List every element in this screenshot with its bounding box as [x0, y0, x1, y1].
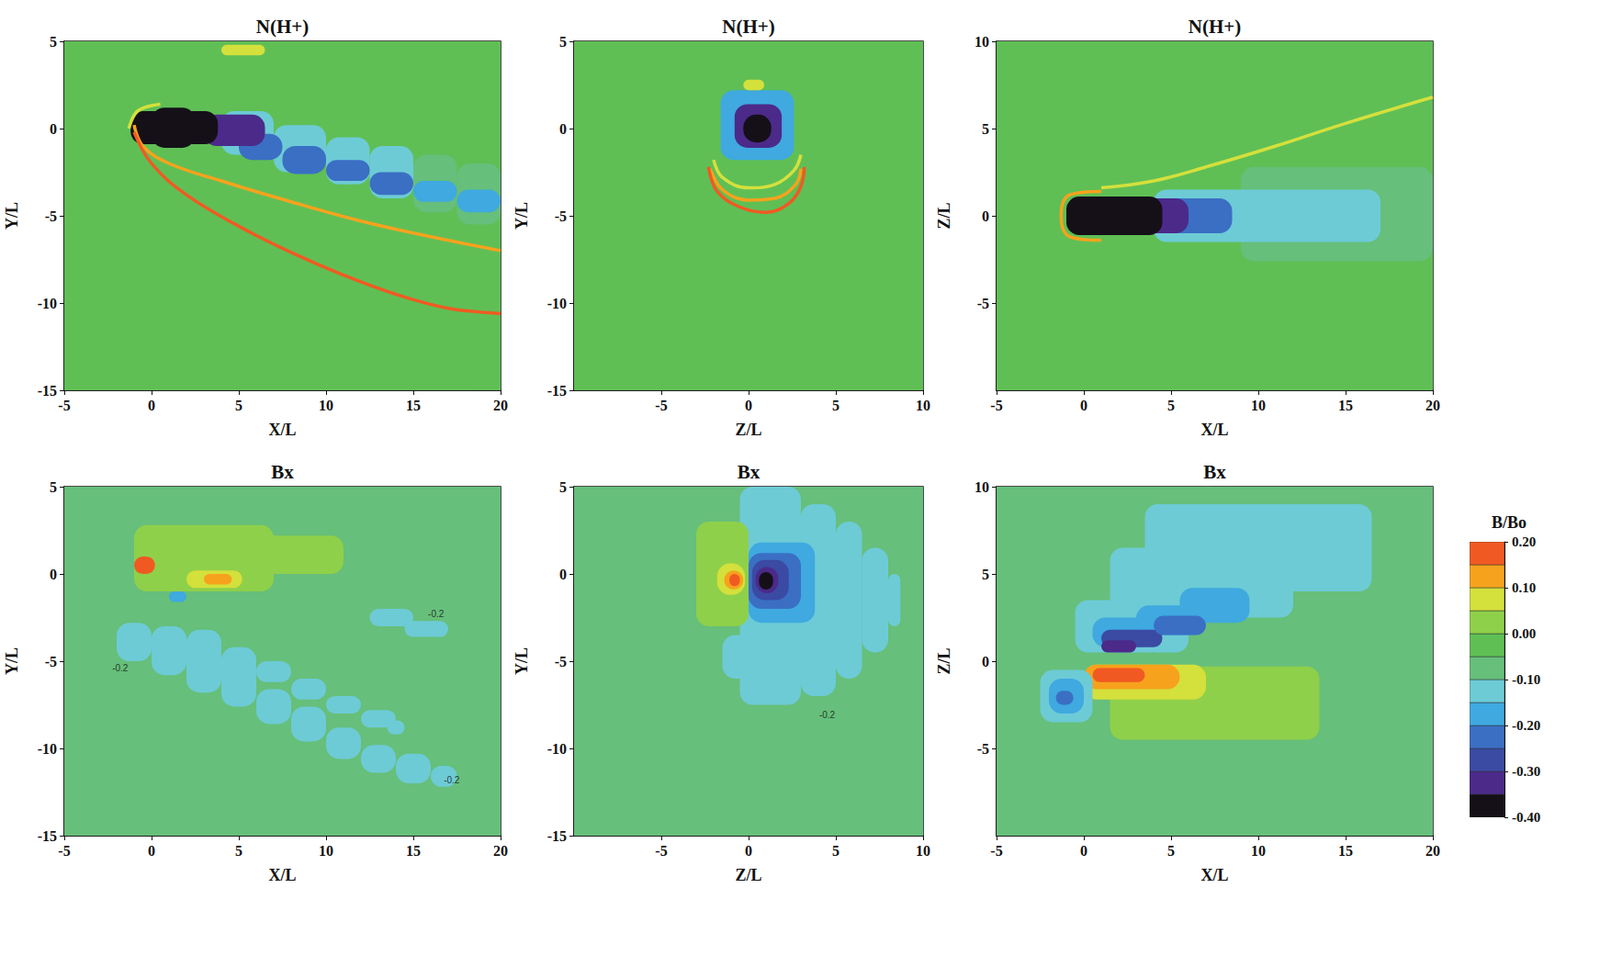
- svg-text:-10: -10: [37, 741, 57, 757]
- svg-text:-0.10: -0.10: [1511, 672, 1541, 688]
- svg-text:0: 0: [49, 121, 57, 137]
- svg-text:-15: -15: [547, 828, 567, 845]
- svg-text:-0.20: -0.20: [1511, 718, 1541, 733]
- svg-text:-5: -5: [990, 397, 1003, 414]
- svg-text:5: 5: [832, 397, 840, 414]
- svg-text:5: 5: [1167, 843, 1175, 859]
- svg-text:0: 0: [744, 397, 753, 414]
- svg-text:0.00: 0.00: [1511, 626, 1536, 642]
- svg-text:5: 5: [559, 33, 567, 50]
- svg-text:0: 0: [49, 566, 57, 583]
- svg-text:-0.2: -0.2: [443, 775, 461, 786]
- svg-text:-0.40: -0.40: [1511, 810, 1541, 825]
- svg-text:-10: -10: [547, 741, 567, 757]
- svg-text:Y/L: Y/L: [2, 202, 22, 230]
- svg-text:15: 15: [405, 397, 421, 414]
- svg-text:10: 10: [1250, 843, 1266, 859]
- svg-text:0: 0: [559, 121, 567, 137]
- svg-text:20: 20: [1425, 843, 1441, 859]
- svg-text:-5: -5: [654, 397, 667, 414]
- svg-text:Y/L: Y/L: [2, 647, 22, 676]
- svg-text:5: 5: [49, 33, 57, 50]
- svg-text:0: 0: [147, 397, 156, 414]
- svg-text:X/L: X/L: [1200, 866, 1229, 885]
- svg-text:0: 0: [1080, 843, 1088, 859]
- svg-text:X/L: X/L: [268, 420, 296, 440]
- svg-text:15: 15: [1338, 397, 1353, 414]
- svg-text:-5: -5: [554, 208, 567, 225]
- svg-text:10: 10: [1250, 397, 1266, 414]
- svg-text:-10: -10: [547, 295, 567, 312]
- svg-text:0: 0: [1080, 397, 1088, 414]
- svg-text:Z/L: Z/L: [935, 202, 954, 229]
- svg-text:0: 0: [147, 843, 156, 859]
- svg-text:-5: -5: [57, 397, 70, 414]
- svg-text:0.20: 0.20: [1511, 534, 1536, 550]
- svg-text:5: 5: [235, 397, 243, 414]
- svg-text:-5: -5: [45, 208, 57, 225]
- svg-text:Y/L: Y/L: [512, 202, 531, 230]
- svg-text:10: 10: [318, 397, 334, 414]
- svg-text:-5: -5: [977, 295, 990, 312]
- svg-text:0: 0: [559, 566, 567, 583]
- svg-text:-5: -5: [990, 843, 1003, 859]
- svg-text:0: 0: [981, 208, 990, 225]
- svg-text:-10: -10: [37, 295, 57, 312]
- svg-text:5: 5: [235, 843, 243, 859]
- svg-text:Z/L: Z/L: [734, 866, 762, 885]
- svg-text:10: 10: [974, 33, 990, 50]
- svg-text:B/Bo: B/Bo: [1491, 513, 1527, 532]
- svg-text:5: 5: [1167, 397, 1175, 414]
- svg-text:15: 15: [1338, 843, 1353, 859]
- svg-text:-5: -5: [654, 843, 667, 859]
- svg-text:Y/L: Y/L: [512, 647, 531, 676]
- svg-text:-0.2: -0.2: [428, 608, 445, 620]
- svg-text:10: 10: [915, 843, 931, 859]
- svg-text:20: 20: [493, 397, 508, 414]
- svg-text:Bx: Bx: [1203, 461, 1227, 484]
- svg-text:5: 5: [981, 566, 990, 583]
- svg-text:X/L: X/L: [268, 866, 296, 885]
- svg-text:N(H+): N(H+): [256, 15, 309, 38]
- svg-text:20: 20: [1425, 397, 1441, 414]
- svg-text:-15: -15: [37, 828, 57, 845]
- svg-text:-5: -5: [977, 741, 990, 757]
- svg-text:5: 5: [832, 843, 840, 859]
- svg-text:-0.30: -0.30: [1511, 764, 1541, 779]
- svg-text:0.10: 0.10: [1511, 580, 1536, 596]
- svg-text:N(H+): N(H+): [1188, 15, 1241, 38]
- svg-text:-15: -15: [547, 383, 567, 399]
- svg-text:N(H+): N(H+): [721, 15, 775, 38]
- svg-text:Z/L: Z/L: [935, 647, 954, 675]
- svg-text:5: 5: [981, 121, 990, 137]
- svg-text:Bx: Bx: [270, 461, 294, 484]
- svg-text:0: 0: [744, 843, 753, 859]
- svg-text:-5: -5: [554, 653, 567, 670]
- svg-text:15: 15: [405, 843, 421, 859]
- svg-text:X/L: X/L: [1200, 420, 1229, 440]
- svg-text:10: 10: [974, 479, 990, 496]
- svg-text:Z/L: Z/L: [734, 420, 762, 440]
- svg-text:5: 5: [49, 479, 57, 496]
- svg-text:-0.2: -0.2: [112, 663, 129, 674]
- svg-text:20: 20: [493, 843, 508, 859]
- svg-text:-5: -5: [57, 843, 70, 859]
- svg-text:-15: -15: [37, 383, 57, 399]
- svg-text:Bx: Bx: [737, 461, 761, 484]
- svg-text:-0.2: -0.2: [819, 709, 836, 721]
- svg-text:0: 0: [981, 653, 990, 670]
- svg-text:10: 10: [915, 397, 931, 414]
- svg-text:5: 5: [559, 479, 567, 496]
- svg-text:-5: -5: [45, 653, 57, 670]
- svg-text:10: 10: [318, 843, 334, 859]
